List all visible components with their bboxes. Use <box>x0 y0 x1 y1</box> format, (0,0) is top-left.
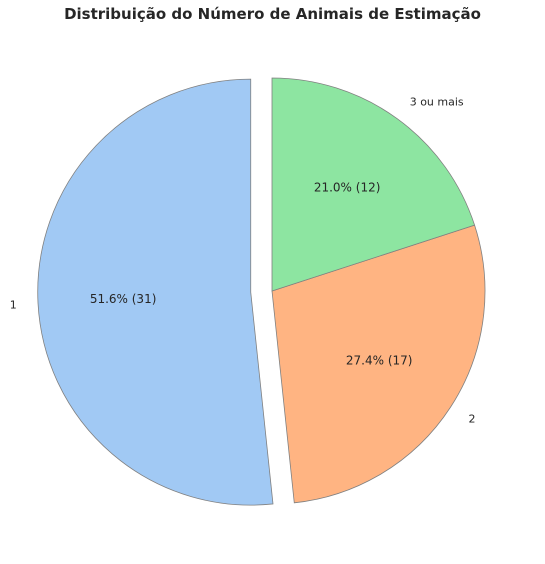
pie-slice-1 <box>37 78 274 506</box>
slice-percent-label: 27.4% (17) <box>346 354 413 368</box>
pie-labels: 1 51.6% (31) 2 27.4% (17) 3 ou mais 21.0% (12… <box>10 95 476 425</box>
pie-slice-3-ou-mais <box>271 77 476 292</box>
chart-title: Distribuição do Número de Animais de Est… <box>64 5 481 23</box>
slice-percent-label: 51.6% (31) <box>90 292 157 306</box>
pie-slice-2 <box>271 224 486 504</box>
slice-category-label: 1 <box>10 298 17 311</box>
slice-category-label: 3 ou mais <box>410 95 464 108</box>
slice-category-label: 2 <box>469 413 476 426</box>
slice-percent-label: 21.0% (12) <box>314 181 381 195</box>
pie-slices <box>37 77 486 506</box>
